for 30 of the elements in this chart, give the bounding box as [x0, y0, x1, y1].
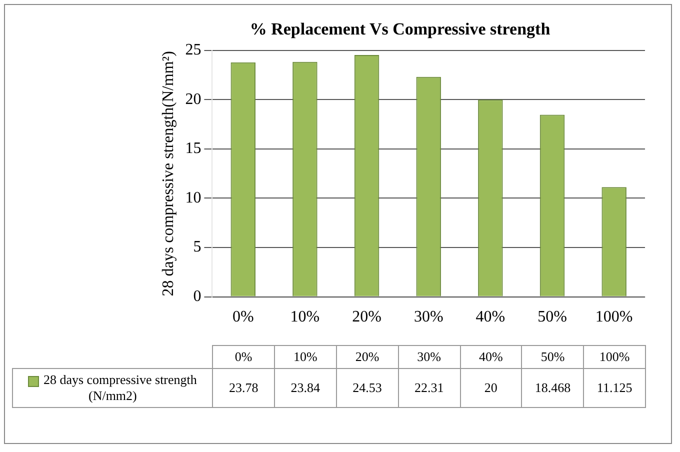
category-label: 30% — [417, 349, 441, 364]
x-tick-label: 0% — [232, 308, 254, 326]
data-label: 18.468 — [522, 368, 584, 408]
y-tick-label: 25 — [185, 42, 202, 59]
data-label: 22.31 — [398, 368, 460, 408]
x-tick-label: 20% — [352, 308, 382, 326]
data-label: 23.84 — [274, 368, 336, 408]
category-label: 50% — [540, 349, 565, 364]
data-label: 20 — [460, 368, 522, 408]
x-tick-label: 30% — [414, 308, 444, 326]
category-label: 10% — [294, 349, 318, 364]
data-label: 24.53 — [336, 368, 398, 408]
data-label: 23.78 — [212, 368, 275, 408]
y-tick-label: 10 — [185, 189, 202, 206]
y-tick-label: 15 — [185, 140, 202, 158]
data-label: 11.125 — [584, 368, 646, 408]
x-tick-label: 100% — [595, 308, 633, 326]
y-axis-title: 28 days compressive strength(N/mm²) — [160, 51, 177, 296]
x-tick-label: 10% — [290, 308, 320, 326]
category-label: 40% — [478, 349, 503, 364]
y-tick-label: 5 — [193, 238, 202, 256]
chart-title: % Replacement Vs Compressive strength — [250, 20, 551, 39]
x-tick-label: 40% — [476, 308, 506, 326]
category-label: 0% — [234, 349, 252, 364]
y-tick-label: 20 — [185, 90, 202, 108]
category-label: 100% — [599, 349, 630, 364]
legend-label: 28 days compressive strength (N/mm2) — [12, 368, 213, 408]
category-label: 20% — [355, 349, 380, 364]
y-tick-label: 0 — [193, 288, 202, 306]
x-tick-label: 50% — [538, 308, 567, 326]
